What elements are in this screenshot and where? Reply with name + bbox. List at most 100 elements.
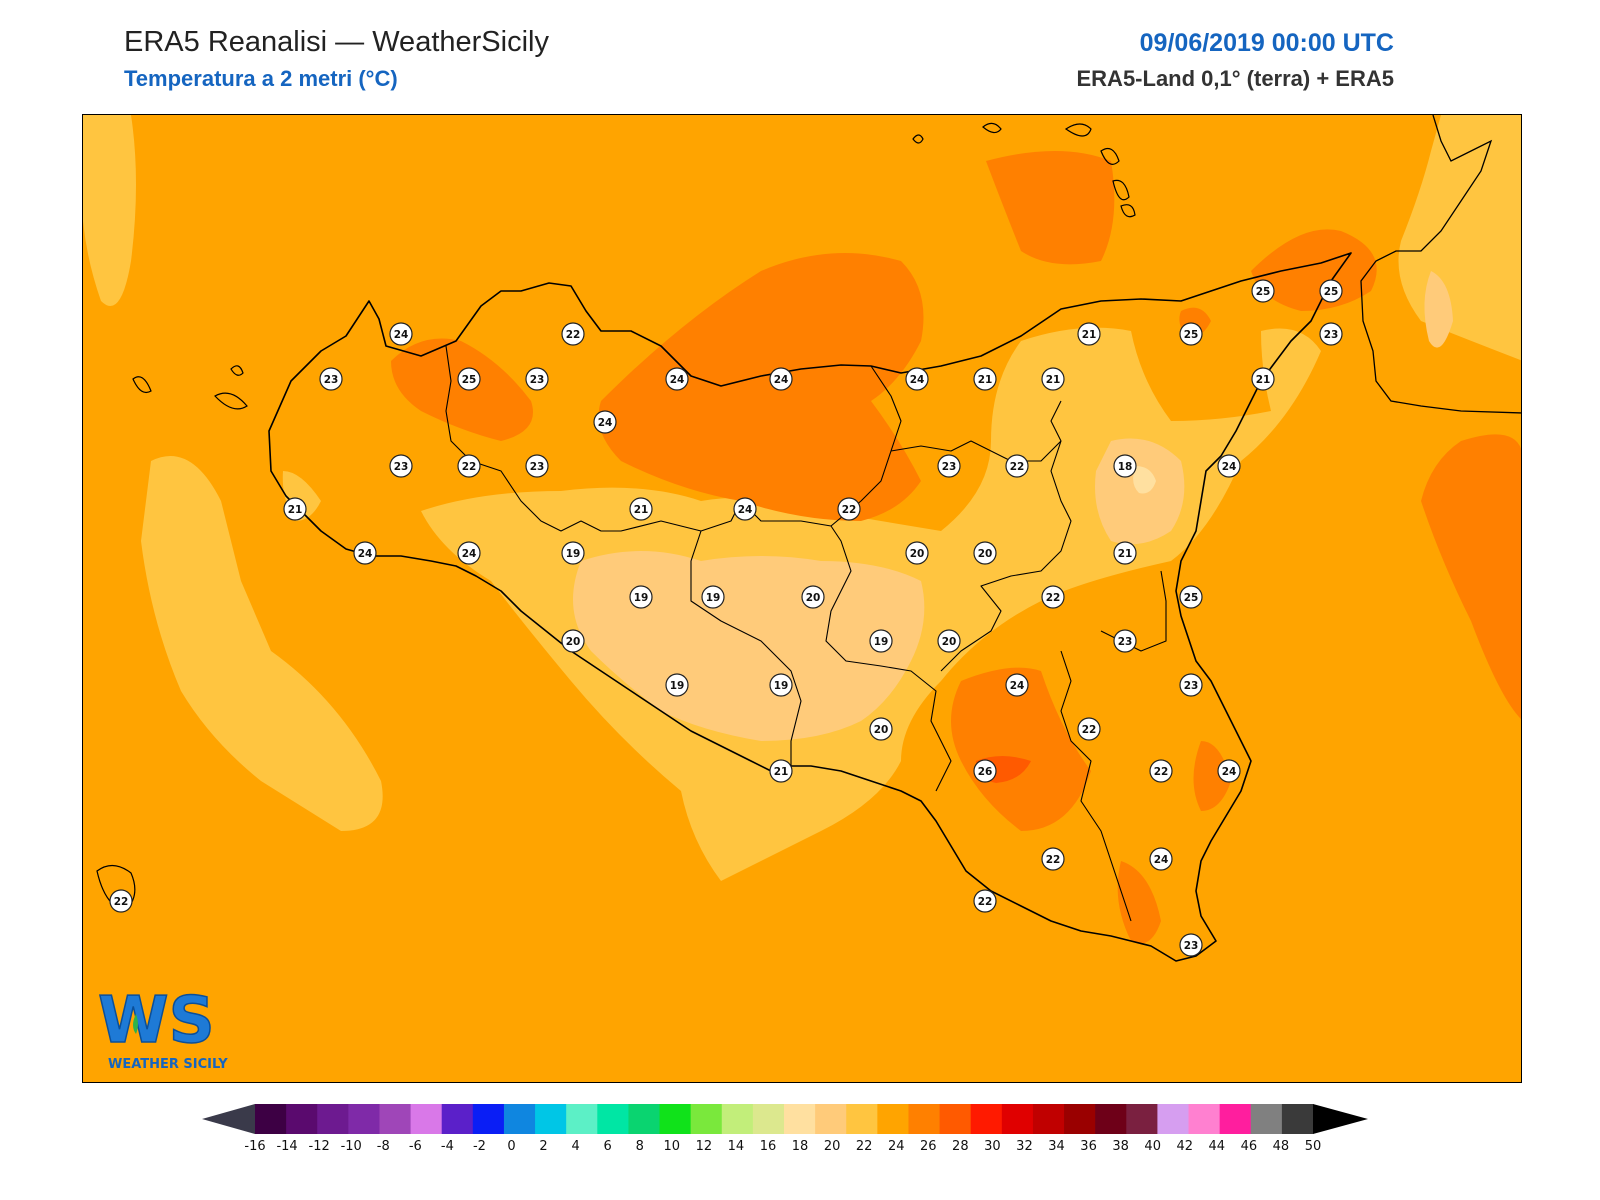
temperature-map: 24 22 23 25 23 24 24 24 23 22 23 21 24 22 19 21 24 24 19 19…: [82, 114, 1522, 1083]
map-canvas: 24 22 23 25 23 24 24 24 23 22 23 21 24 22 19 21 24 24 19 19…: [83, 115, 1521, 1082]
station-marker: 21: [1251, 367, 1275, 391]
data-source: ERA5-Land 0,1° (terra) + ERA5: [1076, 66, 1395, 91]
station-marker: 24: [457, 541, 481, 565]
station-circle: [629, 585, 653, 609]
station-circle: [561, 322, 585, 346]
station-value: 23: [324, 374, 339, 386]
station-marker: 21: [1113, 541, 1137, 565]
station-marker: 25: [1251, 279, 1275, 303]
colorbar-tick-label: 30: [984, 1139, 1001, 1154]
colorbar-cell: [1281, 1104, 1314, 1134]
station-marker: 23: [319, 367, 343, 391]
station-marker: 22: [1077, 717, 1101, 741]
valid-date: 09/06/2019 00:00 UTC: [1139, 29, 1394, 57]
map-title: ERA5 Reanalisi — WeatherSicily: [124, 26, 549, 58]
station-value: 20: [942, 636, 957, 648]
station-value: 19: [874, 636, 889, 648]
station-value: 19: [634, 592, 649, 604]
station-value: 23: [530, 374, 545, 386]
station-marker: 24: [905, 367, 929, 391]
logo-mark: WS: [98, 984, 215, 1058]
field-land-warm-northeast: [1251, 229, 1377, 311]
station-circle: [1149, 759, 1173, 783]
station-value: 23: [1184, 940, 1199, 952]
station-circle: [905, 367, 929, 391]
colorbar-cell: [1250, 1104, 1283, 1134]
station-marker: 24: [389, 322, 413, 346]
station-marker: 24: [353, 541, 377, 565]
colorbar-cell: [846, 1104, 878, 1134]
station-value: 23: [1118, 636, 1133, 648]
station-marker: 24: [1149, 847, 1173, 871]
island-favignana: [214, 392, 248, 410]
station-marker: 24: [1217, 454, 1241, 478]
station-circle: [1179, 585, 1203, 609]
colorbar-cell: [379, 1104, 412, 1134]
station-marker: 23: [1319, 322, 1343, 346]
colorbar-tick-label: 24: [888, 1139, 905, 1154]
colorbar-cells: [202, 1104, 1368, 1134]
station-marker: 19: [561, 541, 585, 565]
station-circle: [1251, 367, 1275, 391]
station-marker: 25: [1179, 322, 1203, 346]
station-circle: [733, 497, 757, 521]
station-circle: [973, 759, 997, 783]
station-value: 24: [462, 548, 477, 560]
station-marker: 19: [629, 585, 653, 609]
leaf-icon: [133, 1014, 138, 1034]
station-value: 23: [1324, 329, 1339, 341]
station-circle: [109, 889, 133, 913]
station-value: 25: [1184, 329, 1199, 341]
colorbar-tick-label: 22: [856, 1139, 873, 1154]
station-marker: 24: [593, 410, 617, 434]
station-marker: 22: [973, 889, 997, 913]
station-value: 19: [670, 680, 685, 692]
colorbar-cell: [939, 1104, 972, 1134]
station-value: 24: [1222, 461, 1237, 473]
station-circle: [665, 367, 689, 391]
station-marker: 23: [389, 454, 413, 478]
colorbar-cell: [659, 1104, 692, 1134]
station-value: 22: [1046, 592, 1061, 604]
station-marker: 24: [1217, 759, 1241, 783]
station-marker: 20: [561, 629, 585, 653]
station-circle: [1217, 454, 1241, 478]
station-circle: [973, 889, 997, 913]
station-value: 23: [1184, 680, 1199, 692]
station-circle: [457, 367, 481, 391]
station-circle: [1113, 454, 1137, 478]
station-marker: 22: [1041, 585, 1065, 609]
sicily-coastline: [268, 252, 1352, 962]
station-circle: [1077, 717, 1101, 741]
station-value: 21: [1256, 374, 1271, 386]
station-marker: 18: [1113, 454, 1137, 478]
station-value: 22: [842, 504, 857, 516]
colorbar-cell: [317, 1104, 349, 1134]
colorbar-tick-label: -12: [309, 1139, 330, 1154]
station-marker: 25: [1319, 279, 1343, 303]
station-circle: [1077, 322, 1101, 346]
station-marker: 24: [1005, 673, 1029, 697]
colorbar-cell: [1064, 1104, 1096, 1134]
colorbar-tick-label: 38: [1112, 1139, 1129, 1154]
station-value: 19: [774, 680, 789, 692]
colorbar-tick-label: 12: [696, 1139, 713, 1154]
station-value: 21: [634, 504, 649, 516]
colorbar-tick-label: 8: [636, 1139, 644, 1154]
station-value: 22: [1046, 854, 1061, 866]
station-value: 24: [598, 417, 613, 429]
island-filicudi: [1064, 123, 1092, 137]
station-marker: 23: [1113, 629, 1137, 653]
island-pantelleria: [96, 864, 136, 912]
station-circle: [1005, 673, 1029, 697]
station-marker: 23: [1179, 673, 1203, 697]
station-value: 21: [1118, 548, 1133, 560]
colorbar-cell: [1219, 1104, 1252, 1134]
station-value: 25: [1324, 286, 1339, 298]
island-alicudi: [982, 122, 1002, 134]
colorbar-tick-label: 2: [539, 1139, 547, 1154]
island-marettimo: [132, 376, 152, 394]
station-circle: [701, 585, 725, 609]
station-circle: [593, 410, 617, 434]
station-value: 21: [1046, 374, 1061, 386]
